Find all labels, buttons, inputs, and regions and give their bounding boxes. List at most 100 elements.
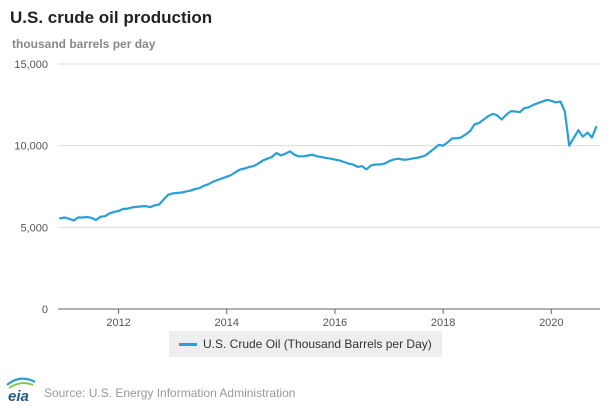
data-point bbox=[428, 151, 431, 153]
data-point bbox=[419, 156, 422, 158]
data-point bbox=[392, 158, 395, 161]
data-point bbox=[550, 100, 553, 102]
data-point bbox=[469, 130, 472, 132]
data-point bbox=[270, 156, 273, 158]
data-point bbox=[361, 165, 363, 167]
data-point bbox=[144, 205, 147, 207]
y-tick-label: 15,000 bbox=[14, 59, 48, 71]
data-point bbox=[189, 189, 192, 192]
data-point bbox=[591, 136, 593, 139]
chart-subtitle: thousand barrels per day bbox=[12, 37, 156, 51]
data-point bbox=[248, 166, 251, 168]
data-point bbox=[537, 102, 539, 104]
data-point bbox=[104, 215, 106, 217]
chart-legend[interactable]: U.S. Crude Oil (Thousand Barrels per Day… bbox=[169, 331, 442, 357]
data-point bbox=[158, 203, 160, 206]
data-point bbox=[424, 154, 427, 157]
data-point bbox=[541, 100, 543, 103]
x-tick-label: 2018 bbox=[431, 317, 455, 329]
data-point bbox=[86, 216, 88, 218]
data-point bbox=[370, 164, 373, 167]
data-point bbox=[90, 217, 93, 219]
data-point bbox=[302, 155, 305, 158]
data-point bbox=[509, 110, 512, 113]
data-point bbox=[478, 122, 481, 124]
data-point bbox=[194, 188, 197, 190]
series-layer bbox=[59, 98, 598, 222]
data-point bbox=[505, 113, 508, 116]
data-point bbox=[482, 118, 485, 121]
data-point bbox=[198, 187, 201, 189]
data-point bbox=[243, 167, 246, 170]
data-point bbox=[347, 162, 350, 165]
data-point bbox=[514, 110, 516, 113]
data-point bbox=[162, 198, 165, 201]
x-tick-label: 2016 bbox=[323, 317, 347, 329]
data-point bbox=[397, 157, 400, 160]
data-point bbox=[352, 163, 354, 166]
data-point bbox=[379, 163, 381, 166]
data-point bbox=[460, 136, 462, 139]
data-point bbox=[325, 157, 327, 159]
data-point bbox=[95, 219, 97, 221]
data-point bbox=[108, 212, 111, 215]
data-point bbox=[59, 217, 61, 220]
data-point bbox=[140, 205, 143, 208]
data-point bbox=[117, 210, 120, 212]
data-point bbox=[329, 157, 332, 160]
data-point bbox=[266, 157, 269, 160]
data-point bbox=[212, 180, 214, 183]
data-point bbox=[221, 177, 224, 180]
x-tick-label: 2020 bbox=[539, 317, 563, 329]
data-point bbox=[149, 206, 151, 208]
data-point bbox=[383, 162, 386, 165]
y-tick-label: 0 bbox=[42, 304, 48, 316]
data-point bbox=[564, 110, 566, 113]
data-point bbox=[297, 155, 300, 158]
data-point bbox=[401, 158, 404, 161]
data-point bbox=[406, 158, 408, 161]
data-point bbox=[523, 107, 526, 109]
data-point bbox=[154, 204, 156, 207]
data-point bbox=[374, 163, 377, 166]
data-point bbox=[131, 206, 133, 209]
data-point bbox=[455, 137, 458, 140]
data-point bbox=[122, 208, 124, 210]
data-point bbox=[171, 192, 174, 195]
data-point bbox=[577, 129, 580, 131]
y-axis-ticks: 0 5,000 10,000 15,000 bbox=[14, 59, 48, 316]
eia-logo: eia bbox=[6, 377, 36, 404]
data-point bbox=[356, 166, 359, 168]
data-point bbox=[239, 168, 242, 171]
data-point bbox=[216, 179, 219, 181]
data-point bbox=[293, 153, 296, 156]
data-point bbox=[554, 101, 557, 104]
data-point bbox=[532, 104, 535, 106]
data-point bbox=[307, 154, 309, 157]
data-point bbox=[311, 153, 314, 156]
data-point bbox=[235, 171, 237, 173]
data-point bbox=[203, 184, 205, 187]
data-point bbox=[438, 144, 440, 146]
data-point bbox=[280, 154, 282, 157]
data-point bbox=[442, 144, 444, 147]
series-line bbox=[59, 98, 598, 222]
data-point bbox=[388, 160, 390, 162]
data-point bbox=[275, 152, 278, 154]
y-tick-label: 5,000 bbox=[20, 222, 48, 234]
data-point bbox=[176, 192, 178, 194]
data-point bbox=[262, 159, 264, 162]
grid-lines bbox=[58, 63, 600, 310]
data-point bbox=[415, 157, 417, 159]
line-chart: 0 5,000 10,000 15,000 2012 2014 2016 2018 2020 bbox=[14, 59, 600, 329]
data-point bbox=[68, 217, 70, 220]
data-point bbox=[343, 161, 345, 163]
data-point bbox=[181, 191, 183, 194]
data-point bbox=[113, 211, 116, 213]
data-point bbox=[492, 113, 494, 115]
legend-swatch bbox=[179, 342, 197, 346]
data-point bbox=[411, 157, 413, 160]
data-point bbox=[519, 111, 521, 113]
data-point bbox=[127, 207, 129, 210]
data-point bbox=[496, 114, 499, 117]
